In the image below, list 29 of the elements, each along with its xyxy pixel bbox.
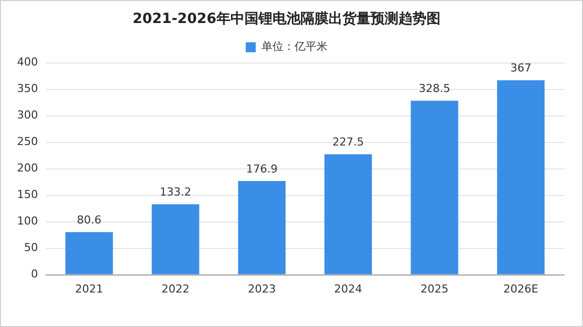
data-label: 176.9 [246, 162, 278, 176]
bar [410, 100, 458, 274]
x-tick-label: 2021 [75, 282, 104, 296]
y-tick-label: 100 [16, 214, 38, 228]
bar [324, 154, 372, 274]
data-label: 227.5 [332, 136, 364, 149]
x-tick-label: 2026E [503, 282, 538, 296]
x-tick-label: 2024 [334, 282, 362, 296]
y-tick-label: 350 [16, 82, 38, 96]
y-tick-label: 50 [24, 241, 38, 254]
data-label: 80.6 [76, 213, 102, 226]
x-tick-label: 2023 [248, 282, 276, 296]
data-label: 367 [510, 62, 532, 75]
data-label: 328.5 [418, 82, 450, 96]
chart-title: 2021-2026年中国锂电池隔膜出货量预测趋势图 [132, 11, 440, 28]
y-tick-label: 250 [16, 135, 38, 148]
x-tick-label: 2022 [161, 282, 190, 296]
x-tick-label: 2025 [420, 282, 448, 296]
y-tick-label: 200 [16, 162, 38, 175]
y-tick-label: 300 [16, 108, 38, 122]
bar [497, 80, 545, 274]
bar [238, 181, 286, 274]
y-tick-label: 0 [30, 268, 38, 281]
y-tick-label: 400 [16, 56, 38, 69]
data-label: 133.2 [160, 186, 192, 199]
y-tick-label: 150 [16, 188, 38, 202]
bar [65, 232, 113, 274]
legend-label: 单位：亿平米 [261, 40, 328, 54]
bar [152, 204, 200, 274]
